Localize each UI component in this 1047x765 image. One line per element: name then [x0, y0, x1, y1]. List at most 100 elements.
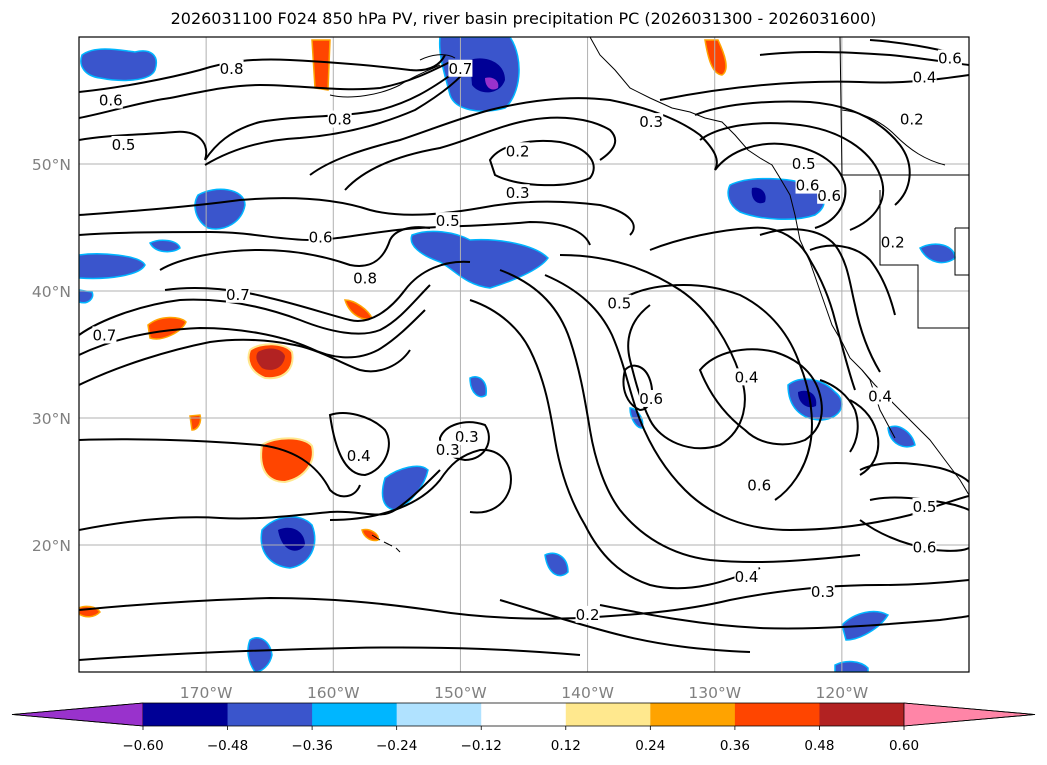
- colorbar-tick-label: 0.60: [889, 738, 919, 754]
- contour-label: 0.5: [436, 212, 460, 230]
- colorbar-tick-label: −0.48: [207, 738, 248, 754]
- contour-label-bg: [880, 233, 905, 251]
- precip-region: [260, 437, 314, 484]
- contour-label: 0.4: [868, 387, 892, 405]
- precip-region: [361, 528, 379, 542]
- colorbar-extend-low: [11, 702, 144, 727]
- longitude-tick-label: 150°W: [434, 684, 487, 702]
- precip-region: [148, 239, 181, 253]
- contour-label-bg: [327, 110, 352, 128]
- contour-label-bg: [225, 285, 250, 303]
- precip-region: [343, 299, 373, 320]
- contour-label-bg: [747, 476, 772, 494]
- contour-label: 0.8: [353, 269, 377, 287]
- longitude-tick-label: 130°W: [688, 684, 741, 702]
- precip-region: [544, 552, 569, 577]
- precip-region: [834, 660, 869, 672]
- colorbar-segment: [312, 703, 398, 726]
- colorbar-tick-label: −0.12: [461, 738, 502, 754]
- contour-label: 0.2: [881, 234, 905, 252]
- contour-label: 0.7: [226, 286, 250, 304]
- colorbar-tick-label: 0.12: [551, 738, 581, 754]
- contour-label: 0.6: [817, 187, 841, 205]
- contour-label: 0.6: [796, 177, 820, 195]
- colorbar-segment: [227, 703, 313, 726]
- contour-label: 0.5: [792, 155, 816, 173]
- contour-label-bg: [219, 59, 244, 77]
- contour-label: 0.6: [99, 92, 123, 110]
- contour-label-bg: [575, 605, 600, 623]
- longitude-tick-label: 170°W: [180, 684, 233, 702]
- contour-label-bg: [912, 497, 937, 515]
- contour-label-bg: [810, 582, 835, 600]
- precip-region-core: [256, 348, 285, 370]
- map-frame: [78, 36, 970, 673]
- contour-label-bg: [734, 368, 759, 386]
- contour-label: 0.5: [913, 498, 937, 516]
- colorbar-segment: [734, 703, 820, 726]
- contour-label-bg: [937, 49, 962, 67]
- contour-label-bg: [639, 389, 664, 407]
- contour-label-bg: [454, 428, 479, 446]
- contour-label: 0.6: [639, 390, 663, 408]
- colorbar-tick-label: −0.24: [376, 738, 417, 754]
- contour-label: 0.4: [735, 368, 759, 386]
- contour-label-bg: [505, 142, 530, 160]
- map-plot-area: 0.80.60.50.80.20.30.50.60.80.70.70.40.30…: [79, 37, 969, 672]
- contour-label-bg: [639, 113, 664, 131]
- contour-label: 0.4: [735, 568, 759, 586]
- contour-label: 0.8: [220, 60, 244, 78]
- colorbar: −0.60 −0.48 −0.36 −0.24 −0.12 0.12 0.24 0.36 0.4…: [11, 702, 1036, 754]
- contour-label-bg: [505, 184, 530, 202]
- precip-region: [311, 39, 331, 91]
- contour-label: 0.4: [347, 447, 371, 465]
- contour-label-bg: [795, 176, 820, 194]
- contour-label: 0.3: [455, 428, 479, 446]
- colorbar-tick-label: 0.48: [804, 738, 834, 754]
- contour-label: 0.3: [811, 583, 835, 601]
- contour-labels: 0.80.60.50.80.20.30.50.60.80.70.70.40.30…: [92, 49, 962, 624]
- contour-label-bg: [353, 269, 378, 287]
- precip-region-core: [798, 390, 817, 408]
- colorbar-tick-label: −0.60: [122, 738, 163, 754]
- contour-label: 0.7: [92, 326, 116, 344]
- contour-label-bg: [435, 440, 460, 458]
- precip-region: [469, 376, 487, 398]
- contour-label-bg: [912, 68, 937, 86]
- contour-label-bg: [817, 186, 842, 204]
- gridlines: [79, 37, 969, 672]
- longitude-tick-label: 120°W: [816, 684, 869, 702]
- contour-label-bg: [734, 567, 759, 585]
- precip-region: [194, 188, 246, 230]
- contour-label: 0.6: [913, 539, 937, 557]
- colorbar-extend-high: [903, 702, 1036, 727]
- contour-label-bg: [98, 91, 123, 109]
- contour-label-bg: [899, 110, 924, 128]
- precip-region: [79, 289, 94, 304]
- contour-label-bg: [912, 538, 937, 556]
- latitude-tick-label: 50°N: [32, 156, 71, 174]
- colorbar-segment: [481, 703, 567, 726]
- colorbar-segment: [650, 703, 736, 726]
- contour-label-bg: [868, 387, 892, 405]
- precip-region: [887, 425, 916, 448]
- colorbar-tick-label: 0.36: [720, 738, 750, 754]
- contour-label: 0.8: [328, 111, 352, 129]
- pv-contours: [79, 39, 969, 661]
- contour-label-bg: [92, 326, 117, 344]
- contour-label-bg: [435, 212, 460, 230]
- precip-region: [704, 39, 727, 76]
- contour-label: 0.3: [506, 184, 530, 202]
- precip-region-core: [751, 187, 766, 204]
- contour-label: 0.2: [506, 142, 530, 160]
- map-title: 2026031100 F024 850 hPa PV, river basin …: [170, 9, 877, 28]
- precip-region: [80, 48, 157, 82]
- precip-region: [189, 414, 202, 431]
- contour-label: 0.4: [913, 69, 937, 87]
- latitude-tick-label: 20°N: [32, 537, 71, 555]
- precip-region-core: [485, 77, 499, 90]
- contour-label: 0.3: [639, 113, 663, 131]
- longitude-labels: 170°W 160°W 150°W 140°W 130°W 120°W: [180, 684, 868, 702]
- contour-label-bg: [308, 228, 333, 246]
- precipitation-shading: [79, 37, 956, 672]
